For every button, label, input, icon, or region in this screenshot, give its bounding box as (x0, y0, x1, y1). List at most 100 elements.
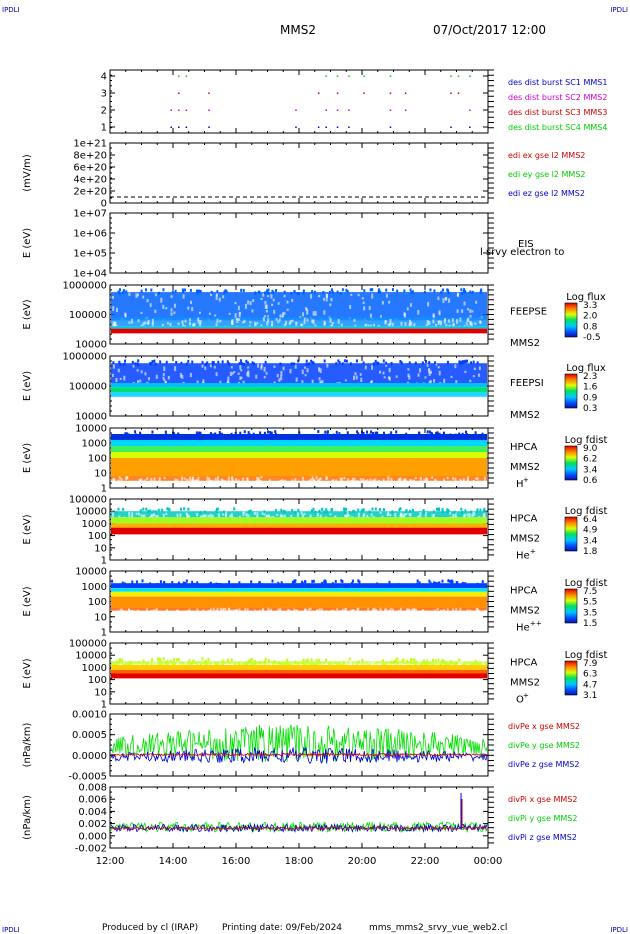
spectrogram-speckle (364, 662, 367, 667)
spectrogram-speckle (243, 319, 246, 323)
spectrogram-speckle (369, 324, 372, 328)
spectrogram-speckle (379, 370, 382, 374)
spectrogram-spike (117, 507, 120, 511)
spectrogram-spike (476, 361, 479, 365)
spectrogram-speckle (463, 301, 466, 306)
spectrogram-spike (166, 659, 169, 663)
spectrogram-speckle (208, 312, 211, 315)
spectrogram-speckle (323, 320, 326, 326)
spectrogram-speckle (272, 298, 275, 302)
spectrogram-speckle (112, 306, 115, 311)
spectrogram-spike (357, 432, 360, 436)
spectrogram-spike (437, 658, 440, 662)
spectrogram-spike (238, 362, 241, 366)
spectrogram-speckle (373, 607, 376, 611)
spectrogram-spike (441, 659, 444, 663)
spectrogram-speckle (262, 317, 265, 322)
spectrogram-speckle (318, 294, 321, 298)
spectrogram-spike (251, 361, 254, 365)
spectrogram-spike (405, 509, 408, 513)
spectrogram-speckle (255, 480, 258, 486)
spectrogram-speckle (128, 511, 131, 517)
spectrogram-speckle (469, 321, 472, 325)
spectrogram-speckle (262, 293, 265, 297)
spectrogram-speckle (161, 323, 164, 327)
spectrogram-spike (460, 288, 463, 292)
spectrogram-speckle (289, 319, 292, 324)
spectrogram-speckle (447, 319, 450, 323)
spectrogram-spike (370, 430, 373, 434)
spectrogram-spike (302, 582, 305, 586)
spectrogram-spike (284, 510, 287, 514)
spectrogram-speckle (361, 297, 364, 300)
spectrogram-speckle (194, 480, 197, 485)
spectrogram-speckle (469, 609, 472, 615)
spectrogram-speckle (431, 476, 434, 479)
y-axis-label: E (eV) (22, 586, 33, 616)
spectrogram-speckle (279, 479, 282, 483)
spectrogram-speckle (357, 512, 360, 518)
spectrogram-spike (403, 289, 406, 293)
spectrogram-band (111, 440, 487, 446)
spectrogram-spike (408, 361, 411, 365)
spectrogram-spike (115, 511, 118, 515)
spectrogram-speckle (407, 368, 410, 371)
spectrogram-speckle (482, 663, 485, 667)
spectrogram-speckle (197, 320, 200, 324)
spectrogram-speckle (369, 478, 372, 483)
spectrogram-spike (353, 510, 356, 514)
spectrogram-spike (453, 510, 456, 514)
spectrogram-speckle (224, 514, 227, 519)
spectrogram-speckle (391, 608, 394, 613)
spectrogram-spike (199, 511, 202, 515)
series-line (110, 724, 488, 763)
spectrogram-speckle (331, 480, 334, 484)
spectrogram-spike (282, 509, 285, 513)
spectrogram-speckle (341, 477, 344, 482)
spectrogram-speckle (385, 608, 388, 614)
spectrogram-speckle (189, 318, 192, 322)
colorbar-tick-label: 1.6 (583, 383, 598, 393)
spectrogram-speckle (120, 608, 123, 614)
spectrogram-speckle (151, 322, 154, 328)
spectrogram-speckle (209, 364, 212, 368)
spectrogram-speckle (203, 514, 206, 518)
spectrogram-speckle (184, 319, 187, 323)
footer-produced-by: Produced by cl (IRAP) (102, 923, 198, 933)
spectrogram-speckle (321, 379, 324, 385)
spectrogram-spike (159, 580, 162, 584)
spectrogram-speckle (383, 610, 386, 614)
spectrogram-spike (335, 362, 338, 366)
spectrogram-speckle (306, 309, 309, 315)
spectrogram-spike (201, 657, 204, 661)
spectrogram-spike (263, 431, 266, 435)
spectrogram-speckle (230, 513, 233, 518)
spectrogram-spike (301, 580, 304, 584)
spectrogram-speckle (306, 368, 309, 373)
spectrogram-spike (223, 290, 226, 294)
spectrogram-speckle (429, 370, 432, 374)
spectrogram-spike (409, 288, 412, 292)
spectrogram-spike (250, 580, 253, 584)
spectrogram-speckle (405, 511, 408, 516)
spectrogram-speckle (437, 661, 440, 666)
spectrogram-spike (377, 290, 380, 294)
colorbar-tick-label: 0.9 (583, 393, 598, 403)
spectrogram-spike (259, 433, 262, 437)
spectrogram-speckle (439, 320, 442, 326)
spectrogram-spike (441, 579, 444, 583)
spectrogram-speckle (144, 372, 147, 376)
legend-entry: divPi z gse MMS2 (508, 833, 577, 842)
spectrogram-speckle (452, 608, 455, 613)
spectrogram-speckle (448, 511, 451, 515)
burst-mark (295, 126, 297, 128)
species-label: H (516, 479, 524, 490)
spectrogram-speckle (408, 513, 411, 516)
spectrogram-speckle (244, 303, 247, 309)
burst-mark (178, 92, 180, 94)
spectrogram-speckle (181, 374, 184, 379)
spectrogram-spike (345, 288, 348, 292)
spectrogram-speckle (263, 315, 266, 318)
spectrogram-band (111, 607, 487, 611)
colorbar (564, 516, 578, 552)
